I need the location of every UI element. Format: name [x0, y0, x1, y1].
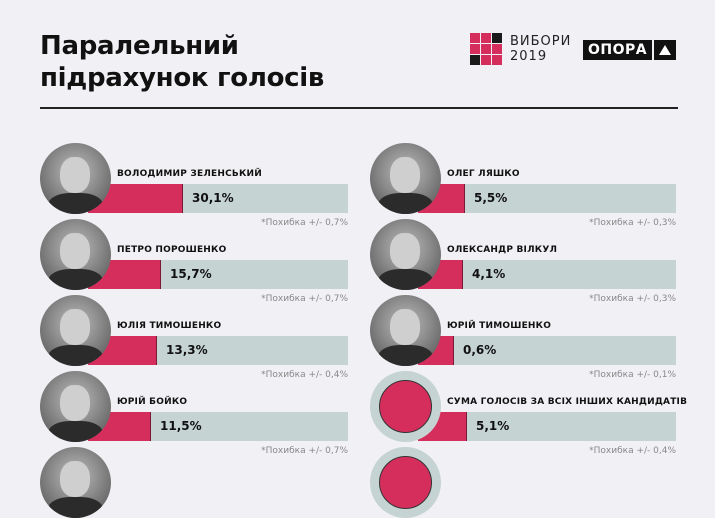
candidate-name: ЮЛІЯ ТИМОШЕНКО — [117, 321, 222, 331]
result-bar: 0,6% — [418, 336, 676, 365]
candidate-photo — [40, 371, 111, 442]
result-percent: 13,3% — [166, 343, 208, 357]
result-bar: 13,3% — [88, 336, 348, 365]
candidate-photo — [370, 143, 441, 214]
year-label: 2019 — [510, 49, 548, 64]
result-bar: 4,1% — [418, 260, 676, 289]
candidate-photo — [40, 143, 111, 214]
candidate-row: ОЛЕКСАНДР ВІЛКУЛ 4,1% *Похибка +/- 0,3% — [370, 214, 676, 304]
error-margin: *Похибка +/- 0,7% — [261, 446, 348, 456]
error-margin: *Похибка +/- 0,4% — [589, 446, 676, 456]
result-percent: 5,5% — [474, 191, 508, 205]
result-bar: 15,7% — [88, 260, 348, 289]
candidate-name: СУМА ГОЛОСІВ ЗА ВСІХ ІНШИХ КАНДИДАТІВ — [447, 397, 688, 407]
candidate-row: ЮРІЙ БОЙКО 11,5% *Похибка +/- 0,7% — [40, 366, 348, 456]
candidate-photo — [40, 219, 111, 290]
result-bar: 5,5% — [418, 184, 676, 213]
result-percent: 0,6% — [463, 343, 497, 357]
result-percent: 5,1% — [476, 419, 510, 433]
error-margin: *Похибка +/- 0,7% — [261, 218, 348, 228]
candidate-row: ЮЛІЯ ТИМОШЕНКО 13,3% *Похибка +/- 0,4% — [40, 290, 348, 380]
error-margin: *Похибка +/- 0,4% — [261, 370, 348, 380]
error-margin: *Похибка +/- 0,3% — [589, 218, 676, 228]
title-line-2: підрахунок голосів — [40, 63, 325, 93]
candidate-name: ОЛЕКСАНДР ВІЛКУЛ — [447, 245, 558, 255]
title-line-1: Паралельний — [40, 31, 239, 61]
candidate-name: ПЕТРО ПОРОШЕНКО — [117, 245, 227, 255]
candidate-row: ПЕТРО ПОРОШЕНКО 15,7% *Похибка +/- 0,7% — [40, 214, 348, 304]
opora-logo: ОПОРА — [583, 40, 677, 60]
result-bar: 5,1% — [418, 412, 676, 441]
page-title: Паралельний підрахунок голосів — [40, 30, 324, 94]
title-divider — [40, 107, 678, 109]
error-margin: *Похибка +/- 0,3% — [589, 294, 676, 304]
vybory-label: ВИБОРИ — [510, 34, 572, 49]
triangle-icon — [654, 40, 677, 60]
result-percent: 15,7% — [170, 267, 212, 281]
candidate-name: ЮРІЙ ТИМОШЕНКО — [447, 321, 552, 331]
grid-logo-icon — [470, 33, 502, 65]
candidate-name: ВОЛОДИМИР ЗЕЛЕНСЬКИЙ — [117, 169, 262, 179]
others-circle-icon — [370, 371, 441, 442]
candidate-photo — [40, 295, 111, 366]
candidate-row: СУМА ГОЛОСІВ ЗА ВСІХ ІНШИХ КАНДИДАТІВ 5,… — [370, 366, 687, 456]
candidate-row: ЮРІЙ ТИМОШЕНКО 0,6% *Похибка +/- 0,1% — [370, 290, 676, 380]
opora-label: ОПОРА — [583, 40, 653, 60]
candidate-photo — [370, 295, 441, 366]
result-bar: 30,1% — [88, 184, 348, 213]
result-percent: 4,1% — [472, 267, 506, 281]
error-margin: *Похибка +/- 0,1% — [589, 370, 676, 380]
result-bar: 11,5% — [88, 412, 348, 441]
candidate-photo — [40, 447, 111, 518]
others-circle-icon — [370, 447, 441, 518]
error-margin: *Похибка +/- 0,7% — [261, 294, 348, 304]
candidate-row: ВОЛОДИМИР ЗЕЛЕНСЬКИЙ 30,1% *Похибка +/- … — [40, 138, 348, 228]
vybory-2019-logo: ВИБОРИ 2019 — [470, 33, 571, 65]
result-percent: 11,5% — [160, 419, 202, 433]
candidate-row: ОЛЕГ ЛЯШКО 5,5% *Похибка +/- 0,3% — [370, 138, 676, 228]
candidate-photo — [370, 219, 441, 290]
result-percent: 30,1% — [192, 191, 234, 205]
candidate-name: ОЛЕГ ЛЯШКО — [447, 169, 520, 179]
candidate-name: ЮРІЙ БОЙКО — [117, 397, 188, 407]
